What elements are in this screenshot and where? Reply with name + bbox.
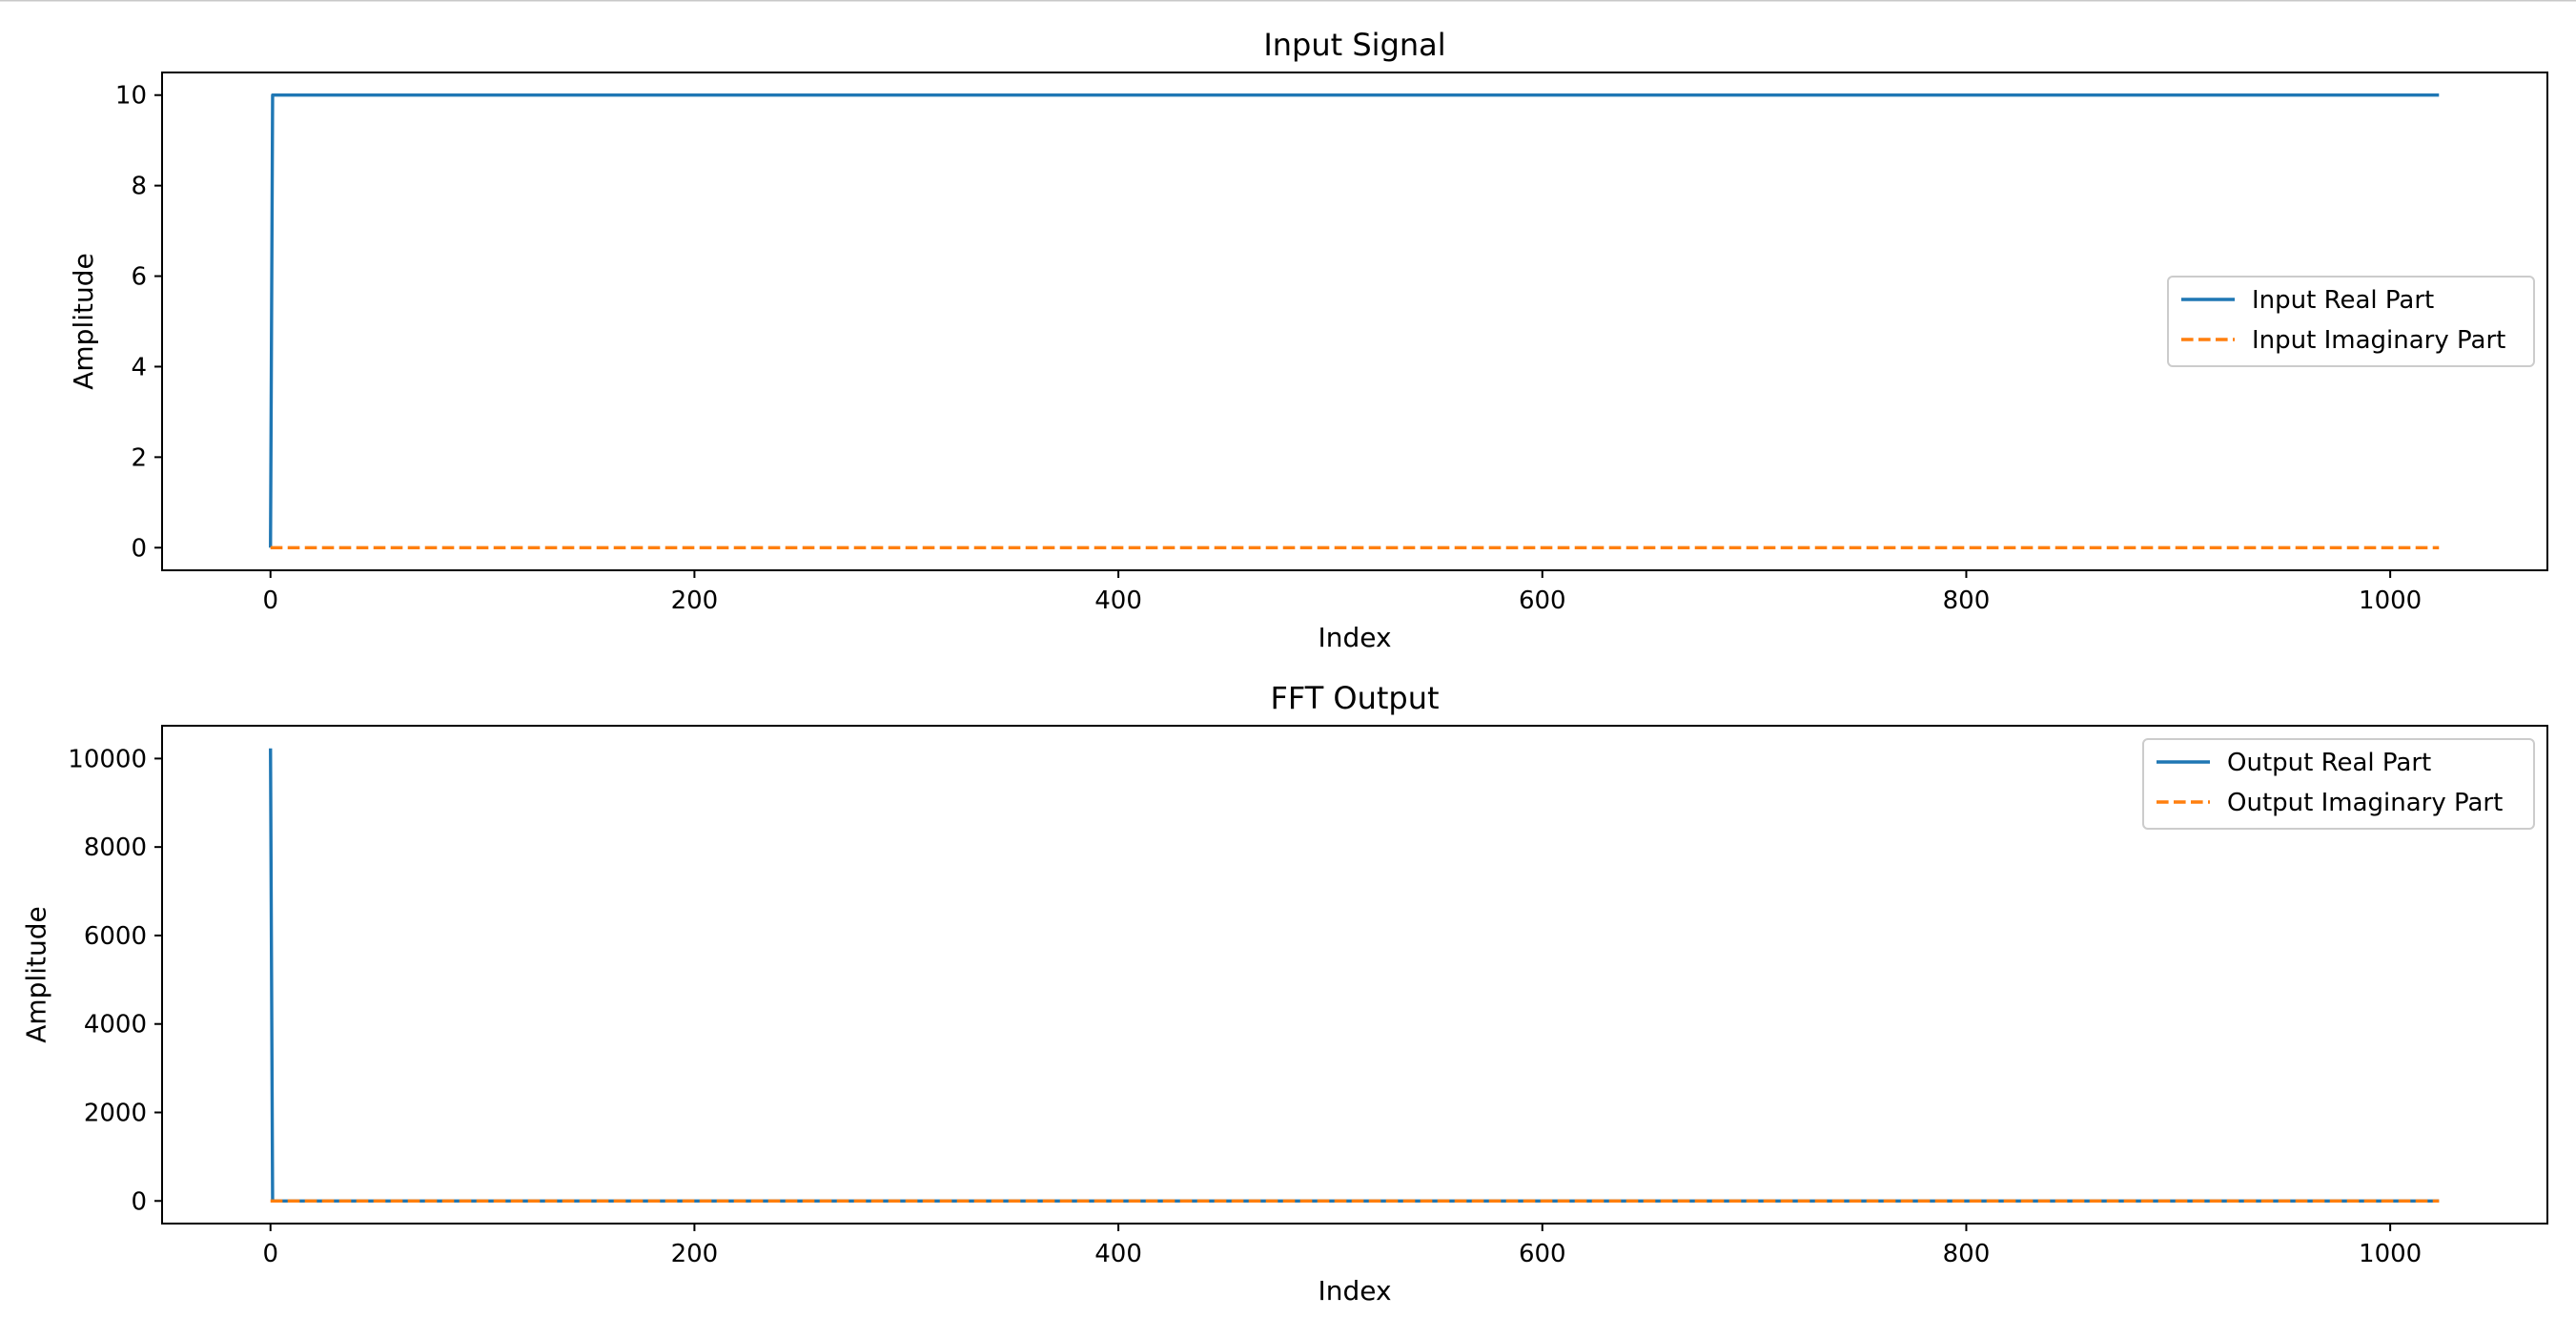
y-tick-label: 0 xyxy=(131,534,147,563)
y-tick-label: 0 xyxy=(131,1187,147,1216)
legend-box xyxy=(2142,738,2535,830)
axes-frame xyxy=(161,72,2548,571)
y-axis-label: Amplitude xyxy=(21,906,52,1043)
chart-1: Input Signal 0 200 400 600 800 1000 0 2 4 6 8 10 Inde… xyxy=(68,27,2548,653)
y-tick-label: 10 xyxy=(115,82,147,111)
x-tick-label: 400 xyxy=(1094,1240,1142,1268)
y-tick-label: 2000 xyxy=(84,1099,147,1127)
x-tick-label: 200 xyxy=(671,587,719,615)
x-tick-label: 0 xyxy=(262,1240,278,1268)
x-tick-label: 1000 xyxy=(2359,1240,2422,1268)
y-axis-label: Amplitude xyxy=(68,253,99,390)
y-tick-label: 4000 xyxy=(84,1011,147,1040)
series-line-1 xyxy=(269,748,2440,1203)
legend-entry: Output Real Part xyxy=(2227,749,2431,777)
y-tick-label: 6 xyxy=(131,263,147,292)
legend: Output Real Part Output Imaginary Part xyxy=(2142,738,2535,830)
y-tick-label: 6000 xyxy=(84,922,147,951)
legend-entry: Input Real Part xyxy=(2252,286,2434,315)
x-tick-label: 800 xyxy=(1943,1240,1991,1268)
x-tick-label: 600 xyxy=(1519,1240,1566,1268)
chart-title: FFT Output xyxy=(1270,680,1439,716)
chart-title: Input Signal xyxy=(1263,27,1445,63)
legend: Input Real Part Input Imaginary Part xyxy=(2167,276,2535,367)
plot-area xyxy=(269,93,2440,549)
series-line-1 xyxy=(269,93,2440,548)
y-tick-label: 10000 xyxy=(68,745,147,773)
y-tick-label: 4 xyxy=(131,353,147,381)
y-tick-label: 8000 xyxy=(84,834,147,862)
y-tick-label: 8 xyxy=(131,173,147,201)
x-axis-label: Index xyxy=(1318,1275,1391,1307)
x-tick-label: 800 xyxy=(1943,587,1991,615)
x-tick-label: 400 xyxy=(1094,587,1142,615)
x-axis-label: Index xyxy=(1318,622,1391,653)
legend-entry: Input Imaginary Part xyxy=(2252,326,2505,355)
y-tick-label: 2 xyxy=(131,443,147,472)
axes-frame xyxy=(161,725,2548,1225)
x-tick-label: 0 xyxy=(262,587,278,615)
legend-entry: Output Imaginary Part xyxy=(2227,789,2503,817)
x-tick-label: 200 xyxy=(671,1240,719,1268)
x-tick-label: 600 xyxy=(1519,587,1566,615)
plot-area xyxy=(269,748,2440,1203)
x-tick-label: 1000 xyxy=(2359,587,2422,615)
legend-box xyxy=(2167,276,2535,367)
